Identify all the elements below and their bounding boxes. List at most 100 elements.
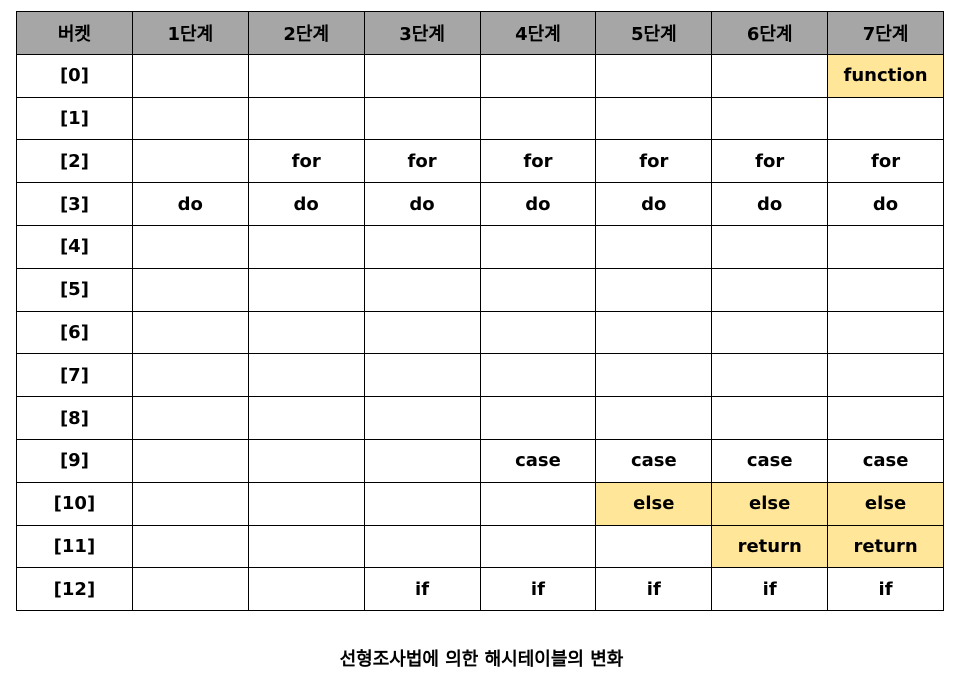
table-cell [363,310,481,355]
table-cell [827,267,944,312]
table-row: [4] [16,224,944,269]
bucket-label: [8] [16,396,133,440]
table-cell [247,524,365,569]
table-cell: if [363,567,481,612]
table-cell [363,353,481,398]
table-cell [363,396,481,440]
bucket-label: [12] [16,567,133,612]
table-cell [479,481,597,526]
table-cell [247,267,365,312]
bucket-label: [10] [16,481,133,526]
table-cell: do [363,182,481,226]
table-row: [7] [16,353,944,398]
table-cell [595,310,713,355]
table-cell [827,96,944,141]
bucket-label: [1] [16,96,133,141]
column-header-stage-4: 4단계 [479,11,597,55]
table-row: [9] case case case case [16,438,944,483]
table-cell: else [711,481,829,526]
table-cell: else [827,481,944,526]
table-cell [131,96,249,141]
table-cell [479,96,597,141]
table-cell: do [827,182,944,226]
bucket-label: [5] [16,267,133,312]
table-cell: do [131,182,249,226]
table-cell: case [827,438,944,483]
table-cell: for [827,139,944,184]
table-cell: do [711,182,829,226]
table-cell [131,567,249,612]
table-cell [131,396,249,440]
table-cell [827,224,944,269]
table-cell: if [827,567,944,612]
table-cell [711,96,829,141]
table-cell: do [595,182,713,226]
table-cell [479,353,597,398]
table-cell [131,267,249,312]
table-body: [0] function [1] [2] for for for for for for [3] do… [16,53,944,612]
table-cell: if [595,567,713,612]
table-cell [711,224,829,269]
table-row: [3] do do do do do do do [16,182,944,226]
table-cell [131,139,249,184]
table-cell [479,524,597,569]
table-cell [247,438,365,483]
table-cell [247,310,365,355]
bucket-label: [4] [16,224,133,269]
table-cell [131,53,249,98]
bucket-label: [7] [16,353,133,398]
table-cell [827,396,944,440]
bucket-label: [6] [16,310,133,355]
table-cell [595,353,713,398]
table-cell [247,353,365,398]
table-row: [12] if if if if if [16,567,944,612]
table-row: [8] [16,396,944,440]
table-cell [711,53,829,98]
table-cell [131,310,249,355]
table-cell [363,224,481,269]
column-header-stage-2: 2단계 [247,11,365,55]
bucket-label: [2] [16,139,133,184]
table-cell [247,567,365,612]
table-cell [363,438,481,483]
figure-caption: 선형조사법에 의한 해시테이블의 변화 [339,649,624,670]
table-cell [711,353,829,398]
table-cell [363,267,481,312]
table-cell: function [827,53,944,98]
table-cell: else [595,481,713,526]
column-header-stage-3: 3단계 [363,11,481,55]
table-cell [363,524,481,569]
table-cell [247,224,365,269]
table-cell [131,524,249,569]
column-header-stage-1: 1단계 [131,11,249,55]
bucket-label: [3] [16,182,133,226]
table-cell [131,353,249,398]
header-row: 버켓 1단계 2단계 3단계 4단계 5단계 6단계 7단계 [16,11,944,55]
table-cell [595,524,713,569]
table-cell [131,224,249,269]
table-cell [595,396,713,440]
table-cell [363,481,481,526]
table-cell [711,310,829,355]
table-row: [10] else else else [16,481,944,526]
table-cell [479,53,597,98]
table-row: [2] for for for for for for [16,139,944,184]
column-header-stage-5: 5단계 [595,11,713,55]
table-cell: for [479,139,597,184]
bucket-label: [9] [16,438,133,483]
table-cell: case [479,438,597,483]
table-cell: case [595,438,713,483]
table-cell [247,396,365,440]
column-header-stage-6: 6단계 [711,11,829,55]
hash-table: 버켓 1단계 2단계 3단계 4단계 5단계 6단계 7단계 [0] function [1] [2… [16,11,944,612]
table-cell [247,481,365,526]
table-cell [479,310,597,355]
table-cell: if [479,567,597,612]
column-header-bucket: 버켓 [16,11,133,55]
table-cell [247,53,365,98]
table-header: 버켓 1단계 2단계 3단계 4단계 5단계 6단계 7단계 [16,11,944,55]
table-cell: if [711,567,829,612]
table-cell [711,396,829,440]
table-cell: do [479,182,597,226]
table-row: [0] function [16,53,944,98]
